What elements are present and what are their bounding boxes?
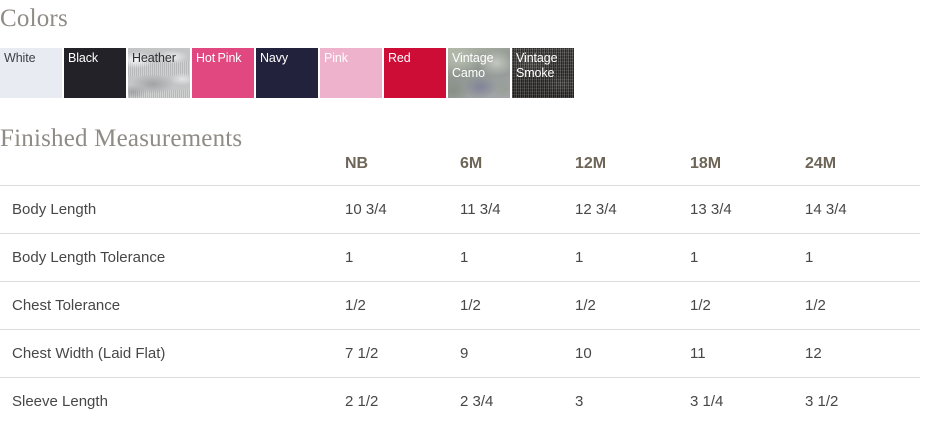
cell-nb: 1/2 — [345, 282, 460, 330]
table-header-6m: 6M — [460, 155, 575, 186]
cell-nb: 1 — [345, 234, 460, 282]
cell-6m: 1 — [460, 234, 575, 282]
table-header: NB 6M 12M 18M 24M — [0, 155, 920, 186]
color-swatch-white[interactable]: White — [0, 48, 62, 98]
cell-6m: 1/2 — [460, 282, 575, 330]
color-swatch-label: Red — [388, 51, 444, 66]
color-swatch-black[interactable]: Black — [64, 48, 126, 98]
cell-18m: 3 1/4 — [690, 378, 805, 425]
color-swatch-strip: White Black Heather Hot Pink Navy Pink R… — [0, 48, 574, 98]
colors-section-heading: Colors — [0, 5, 68, 33]
cell-nb: 10 3/4 — [345, 186, 460, 234]
cell-12m: 3 — [575, 378, 690, 425]
table-row: Chest Width (Laid Flat) 7 1/2 9 10 11 12 — [0, 330, 920, 378]
table-body: Body Length 10 3/4 11 3/4 12 3/4 13 3/4 … — [0, 186, 920, 425]
table-header-24m: 24M — [805, 155, 920, 186]
cell-24m: 1/2 — [805, 282, 920, 330]
cell-6m: 9 — [460, 330, 575, 378]
table-header-row: NB 6M 12M 18M 24M — [0, 155, 920, 186]
cell-12m: 12 3/4 — [575, 186, 690, 234]
row-label: Body Length Tolerance — [0, 234, 345, 282]
cell-12m: 1 — [575, 234, 690, 282]
color-swatch-vintage-smoke[interactable]: Vintage Smoke — [512, 48, 574, 98]
cell-12m: 1/2 — [575, 282, 690, 330]
cell-nb: 2 1/2 — [345, 378, 460, 425]
cell-18m: 13 3/4 — [690, 186, 805, 234]
table-row: Body Length Tolerance 1 1 1 1 1 — [0, 234, 920, 282]
table-header-12m: 12M — [575, 155, 690, 186]
cell-6m: 2 3/4 — [460, 378, 575, 425]
cell-nb: 7 1/2 — [345, 330, 460, 378]
table-header-18m: 18M — [690, 155, 805, 186]
table-row: Body Length 10 3/4 11 3/4 12 3/4 13 3/4 … — [0, 186, 920, 234]
table-row: Sleeve Length 2 1/2 2 3/4 3 3 1/4 3 1/2 — [0, 378, 920, 425]
color-swatch-label: Black — [68, 51, 124, 66]
color-swatch-vintage-camo[interactable]: Vintage Camo — [448, 48, 510, 98]
color-swatch-label: Hot Pink — [196, 51, 252, 66]
row-label: Body Length — [0, 186, 345, 234]
color-swatch-label: Navy — [260, 51, 316, 66]
color-swatch-hot-pink[interactable]: Hot Pink — [192, 48, 254, 98]
color-swatch-label: Vintage Smoke — [516, 51, 572, 81]
table-header-measurement — [0, 155, 345, 186]
table-header-nb: NB — [345, 155, 460, 186]
cell-18m: 11 — [690, 330, 805, 378]
color-swatch-label: White — [4, 51, 60, 66]
cell-12m: 10 — [575, 330, 690, 378]
color-swatch-heather[interactable]: Heather — [128, 48, 190, 98]
cell-6m: 11 3/4 — [460, 186, 575, 234]
cell-24m: 12 — [805, 330, 920, 378]
row-label: Chest Tolerance — [0, 282, 345, 330]
cell-24m: 1 — [805, 234, 920, 282]
cell-18m: 1/2 — [690, 282, 805, 330]
row-label: Sleeve Length — [0, 378, 345, 425]
color-swatch-label: Vintage Camo — [452, 51, 508, 81]
color-swatch-label: Pink — [324, 51, 380, 66]
color-swatch-label: Heather — [132, 51, 188, 66]
cell-24m: 14 3/4 — [805, 186, 920, 234]
color-swatch-red[interactable]: Red — [384, 48, 446, 98]
color-swatch-navy[interactable]: Navy — [256, 48, 318, 98]
finished-measurements-table: NB 6M 12M 18M 24M Body Length 10 3/4 11 … — [0, 155, 920, 425]
row-label: Chest Width (Laid Flat) — [0, 330, 345, 378]
cell-18m: 1 — [690, 234, 805, 282]
color-swatch-pink[interactable]: Pink — [320, 48, 382, 98]
cell-24m: 3 1/2 — [805, 378, 920, 425]
table-row: Chest Tolerance 1/2 1/2 1/2 1/2 1/2 — [0, 282, 920, 330]
measurements-section-heading: Finished Measurements — [0, 125, 242, 153]
